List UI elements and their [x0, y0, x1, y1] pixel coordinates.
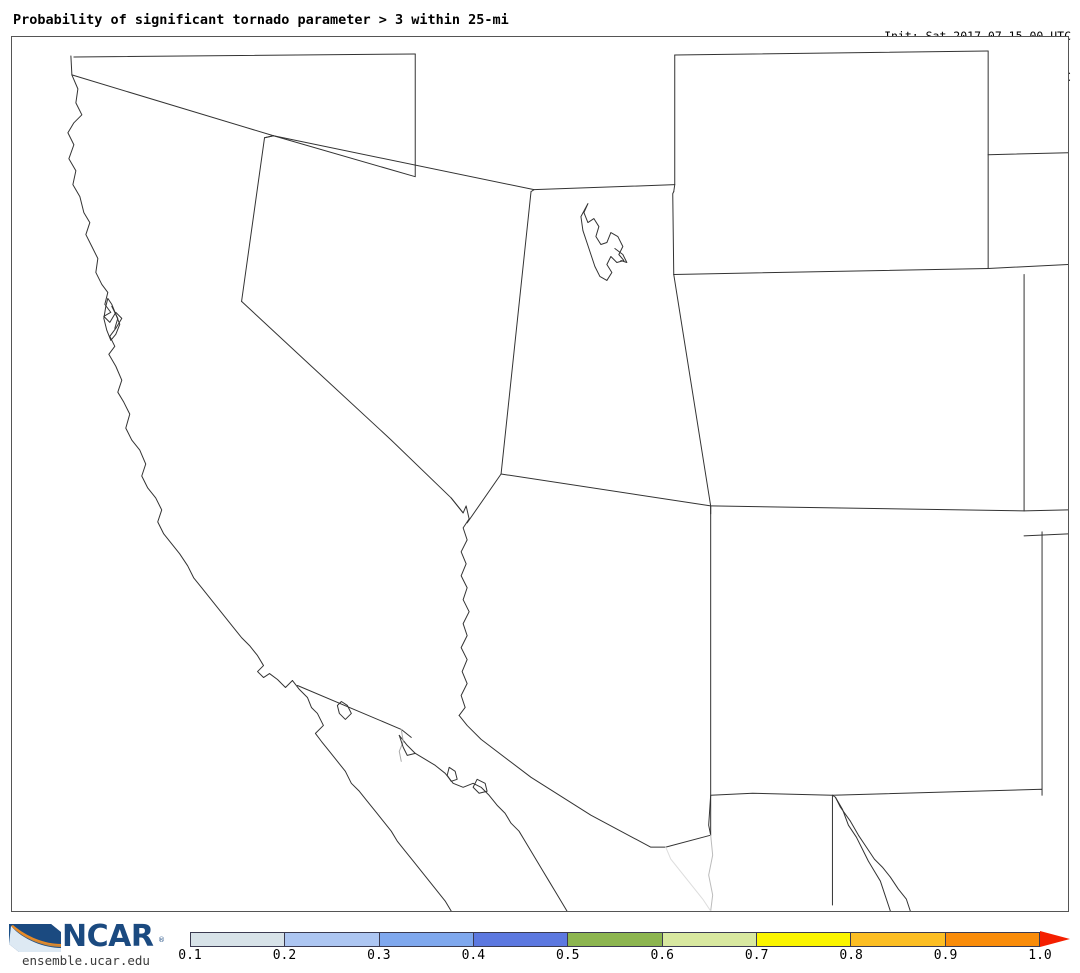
- colorbar-tick-0-9: 0.9: [933, 948, 958, 963]
- colorbar-tick-1-0: 1.0: [1028, 948, 1052, 963]
- border-wyoming-colorado: [673, 267, 989, 275]
- footer-bar: NCAR ® ensemble.ucar.edu 0.1 0.2 0.3 0.4 0.5…: [0, 912, 1080, 973]
- colorbar-bands: [190, 932, 1040, 947]
- colorbar-tick-0-2: 0.2: [272, 948, 297, 963]
- rio-grande: [834, 796, 891, 911]
- registered-trademark-icon: ®: [158, 936, 165, 944]
- page-title: Probability of significant tornado param…: [13, 12, 509, 28]
- mexico-mainland-coast: [665, 846, 712, 911]
- map-panel[interactable]: [11, 36, 1069, 912]
- border-idaho-utah: [533, 184, 676, 191]
- border-idaho-wyoming: [673, 54, 676, 193]
- great-salt-lake-spit: [614, 248, 628, 263]
- colorbar-band-3: [473, 933, 569, 946]
- baja-california-east-coast: [398, 734, 568, 911]
- colorado-river-delta: [398, 728, 404, 762]
- mexico-interior-border: [708, 834, 714, 911]
- border-nevada-utah: [264, 135, 535, 193]
- border-oregon-california: [71, 74, 275, 137]
- colorbar-tick-0-7: 0.7: [744, 948, 769, 963]
- ncar-logo[interactable]: NCAR ® ensemble.ucar.edu: [4, 919, 166, 970]
- coastline-california: [67, 55, 293, 689]
- border-utah-colorado: [673, 273, 712, 515]
- map-geography: [67, 50, 1068, 911]
- colorbar-band-6: [756, 933, 852, 946]
- colorbar[interactable]: 0.1 0.2 0.3 0.4 0.5 0.6 0.7 0.8 0.9 1.0: [178, 931, 1072, 972]
- border-south-dakota-nebraska: [987, 152, 1068, 156]
- gulf-island-tiburon: [472, 778, 488, 794]
- bay-inlet: [111, 305, 119, 329]
- header-bar: Probability of significant tornado param…: [0, 0, 1080, 83]
- colorbar-band-4: [568, 933, 663, 946]
- colorbar-band-5: [662, 933, 757, 946]
- border-arizona-new-mexico: [708, 505, 712, 836]
- border-colorado-nebraska-east: [987, 263, 1068, 269]
- border-wyoming-montana: [674, 50, 989, 56]
- colorbar-tick-0-8: 0.8: [839, 948, 863, 963]
- great-salt-lake: [580, 203, 625, 281]
- ncar-wordmark: NCAR: [62, 919, 154, 954]
- colorbar-tick-0-5: 0.5: [556, 948, 580, 963]
- border-oregon-idaho: [273, 53, 416, 178]
- colorbar-tick-labels: 0.1 0.2 0.3 0.4 0.5 0.6 0.7 0.8 0.9 1.0: [178, 948, 1051, 968]
- colorbar-band-2: [379, 933, 474, 946]
- border-wyoming-utah: [672, 191, 675, 275]
- gulf-of-california-head: [398, 734, 416, 756]
- border-utah-arizona: [500, 191, 532, 475]
- baja-california-west-coast: [291, 680, 452, 911]
- colorbar-band-1: [285, 933, 380, 946]
- border-oregon-washington: [73, 53, 416, 58]
- border-nevada-arizona: [450, 497, 470, 716]
- border-california-nevada-diagonal: [241, 300, 464, 514]
- colorbar-band-0: [191, 933, 286, 946]
- ncar-logo-mark-icon: [9, 924, 61, 952]
- colorbar-extend-arrow-icon: [1040, 931, 1070, 947]
- border-colorado-new-mexico: [710, 505, 1025, 512]
- border-new-mexico-texas-step: [831, 788, 1043, 796]
- colorbar-tick-0-1: 0.1: [178, 948, 202, 963]
- salton-sea: [336, 700, 352, 720]
- ncar-url-label: ensemble.ucar.edu: [22, 953, 150, 968]
- border-colorado-kansas: [1023, 509, 1068, 512]
- border-utah-arizona-south: [466, 473, 712, 524]
- colorbar-tick-0-4: 0.4: [461, 948, 486, 963]
- colorbar-tick-0-6: 0.6: [650, 948, 674, 963]
- us-mexico-border-new-mexico: [665, 792, 911, 911]
- border-kansas-oklahoma-step: [1023, 533, 1068, 537]
- border-california-nevada: [241, 135, 275, 302]
- colorbar-tick-0-3: 0.3: [367, 948, 391, 963]
- colorbar-band-7: [851, 933, 946, 946]
- colorbar-band-8: [945, 933, 1039, 946]
- baja-north-border: [296, 685, 412, 738]
- gulf-island-angel: [446, 766, 458, 782]
- us-mexico-border-arizona: [458, 714, 667, 848]
